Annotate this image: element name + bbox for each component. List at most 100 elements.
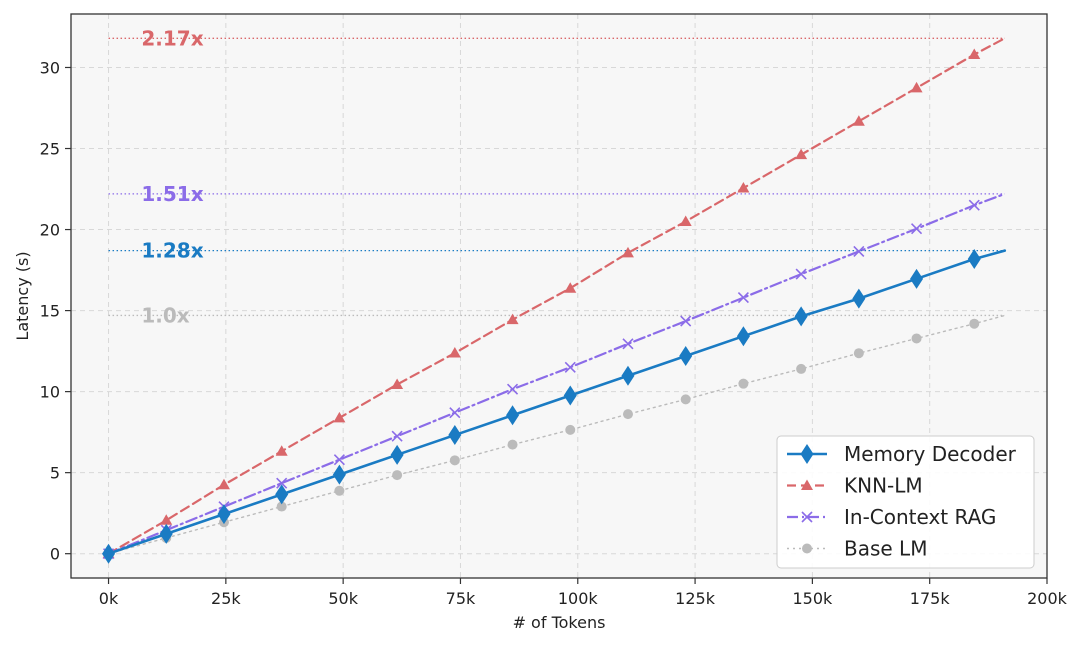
x-tick-label: 50k	[328, 589, 358, 608]
point-memory-decoder	[275, 484, 289, 505]
point-in-context-rag	[276, 477, 288, 489]
ratio-annotation: 1.28x	[141, 239, 203, 263]
ratio-annotations: 2.17x 1.51x 1.28x 1.0x	[141, 26, 203, 327]
x-tick-label: 200k	[1027, 589, 1068, 608]
point-knn-lm	[737, 182, 750, 193]
point-memory-decoder	[217, 504, 231, 525]
x-axis-label: # of Tokens	[513, 613, 606, 632]
point-memory-decoder	[794, 306, 808, 327]
x-tick-label: 75k	[446, 589, 476, 608]
legend-label: In-Context RAG	[844, 505, 996, 529]
legend-marker	[801, 511, 813, 523]
point-in-context-rag	[564, 361, 576, 373]
point-memory-decoder	[852, 288, 866, 309]
point-base-lm	[622, 409, 633, 420]
point-knn-lm	[795, 148, 808, 160]
point-base-lm	[276, 501, 287, 512]
point-base-lm	[911, 333, 922, 344]
point-base-lm	[796, 363, 807, 374]
y-axis-ticks: 0 5 10 15 20 25 30	[40, 58, 71, 564]
point-in-context-rag	[506, 383, 519, 395]
point-base-lm	[449, 455, 460, 466]
legend-item-base-lm: Base LM	[787, 537, 927, 561]
point-in-context-rag	[333, 454, 345, 466]
point-memory-decoder	[679, 345, 693, 366]
series-memory-decoder	[102, 249, 1007, 564]
point-knn-lm	[968, 48, 981, 60]
legend-marker	[801, 479, 813, 490]
point-memory-decoder	[967, 249, 981, 270]
point-base-lm	[853, 348, 864, 359]
point-base-lm	[392, 470, 403, 481]
point-in-context-rag	[449, 407, 461, 419]
x-axis-ticks: 0k 25k 50k 75k 100k 125k 150k 175k 200k	[99, 578, 1068, 608]
y-tick-label: 15	[40, 302, 60, 321]
point-in-context-rag	[968, 199, 980, 211]
point-knn-lm	[506, 313, 519, 325]
legend-label: Memory Decoder	[844, 442, 1017, 466]
x-tick-label: 150k	[792, 589, 833, 608]
legend-box	[776, 435, 1035, 569]
legend-item-in-context-rag: In-Context RAG	[787, 505, 996, 529]
point-memory-decoder	[159, 523, 173, 544]
point-knn-lm	[564, 282, 577, 293]
point-knn-lm	[275, 445, 288, 456]
x-tick-label: 25k	[211, 589, 241, 608]
y-tick-label: 20	[40, 221, 60, 240]
y-tick-label: 25	[40, 140, 60, 159]
ratio-annotation: 1.51x	[141, 182, 203, 206]
point-knn-lm	[852, 115, 865, 126]
point-in-context-rag	[795, 268, 807, 280]
point-knn-lm	[448, 347, 461, 358]
series-layer	[102, 37, 1007, 564]
point-memory-decoder	[621, 365, 635, 386]
point-knn-lm	[391, 378, 404, 389]
point-memory-decoder	[506, 405, 520, 426]
reference-lines	[108, 37, 1005, 317]
point-in-context-rag	[853, 245, 865, 257]
point-base-lm	[565, 424, 576, 435]
x-tick-label: 175k	[910, 589, 951, 608]
point-memory-decoder	[736, 326, 750, 347]
ratio-annotation: 2.17x	[141, 26, 203, 50]
point-in-context-rag	[391, 430, 403, 442]
point-knn-lm	[910, 81, 923, 93]
y-axis-label: Latency (s)	[13, 251, 32, 340]
point-base-lm	[334, 485, 345, 496]
point-base-lm	[738, 378, 749, 389]
point-memory-decoder	[332, 464, 346, 485]
point-in-context-rag	[737, 292, 749, 304]
x-tick-label: 0k	[99, 589, 119, 608]
point-base-lm	[680, 394, 691, 405]
point-knn-lm	[160, 514, 173, 525]
ratio-annotation: 1.0x	[141, 303, 189, 327]
legend: Memory Decoder KNN-LM In-Context RAG Base L…	[776, 435, 1035, 569]
point-memory-decoder	[563, 385, 577, 406]
plot-frame	[70, 13, 1048, 579]
legend-marker	[800, 444, 814, 464]
point-memory-decoder	[390, 444, 404, 465]
x-tick-label: 125k	[675, 589, 716, 608]
point-knn-lm	[333, 411, 346, 423]
y-tick-label: 0	[50, 545, 60, 564]
point-knn-lm	[679, 215, 692, 226]
point-base-lm	[969, 318, 980, 329]
x-tick-label: 100k	[558, 589, 599, 608]
y-tick-label: 30	[40, 58, 60, 77]
point-in-context-rag	[622, 338, 634, 350]
point-memory-decoder	[448, 425, 462, 446]
legend-label: KNN-LM	[844, 474, 923, 498]
point-in-context-rag	[910, 223, 923, 235]
legend-item-memory-decoder: Memory Decoder	[787, 442, 1017, 466]
point-memory-decoder	[910, 268, 924, 289]
point-knn-lm	[621, 246, 634, 258]
point-base-lm	[507, 439, 518, 450]
legend-marker	[802, 543, 812, 554]
legend-label: Base LM	[844, 537, 927, 561]
point-memory-decoder	[102, 543, 116, 564]
y-tick-label: 5	[50, 464, 60, 483]
legend-item-knn-lm: KNN-LM	[787, 474, 923, 498]
point-knn-lm	[217, 478, 230, 490]
y-tick-label: 10	[40, 383, 60, 402]
